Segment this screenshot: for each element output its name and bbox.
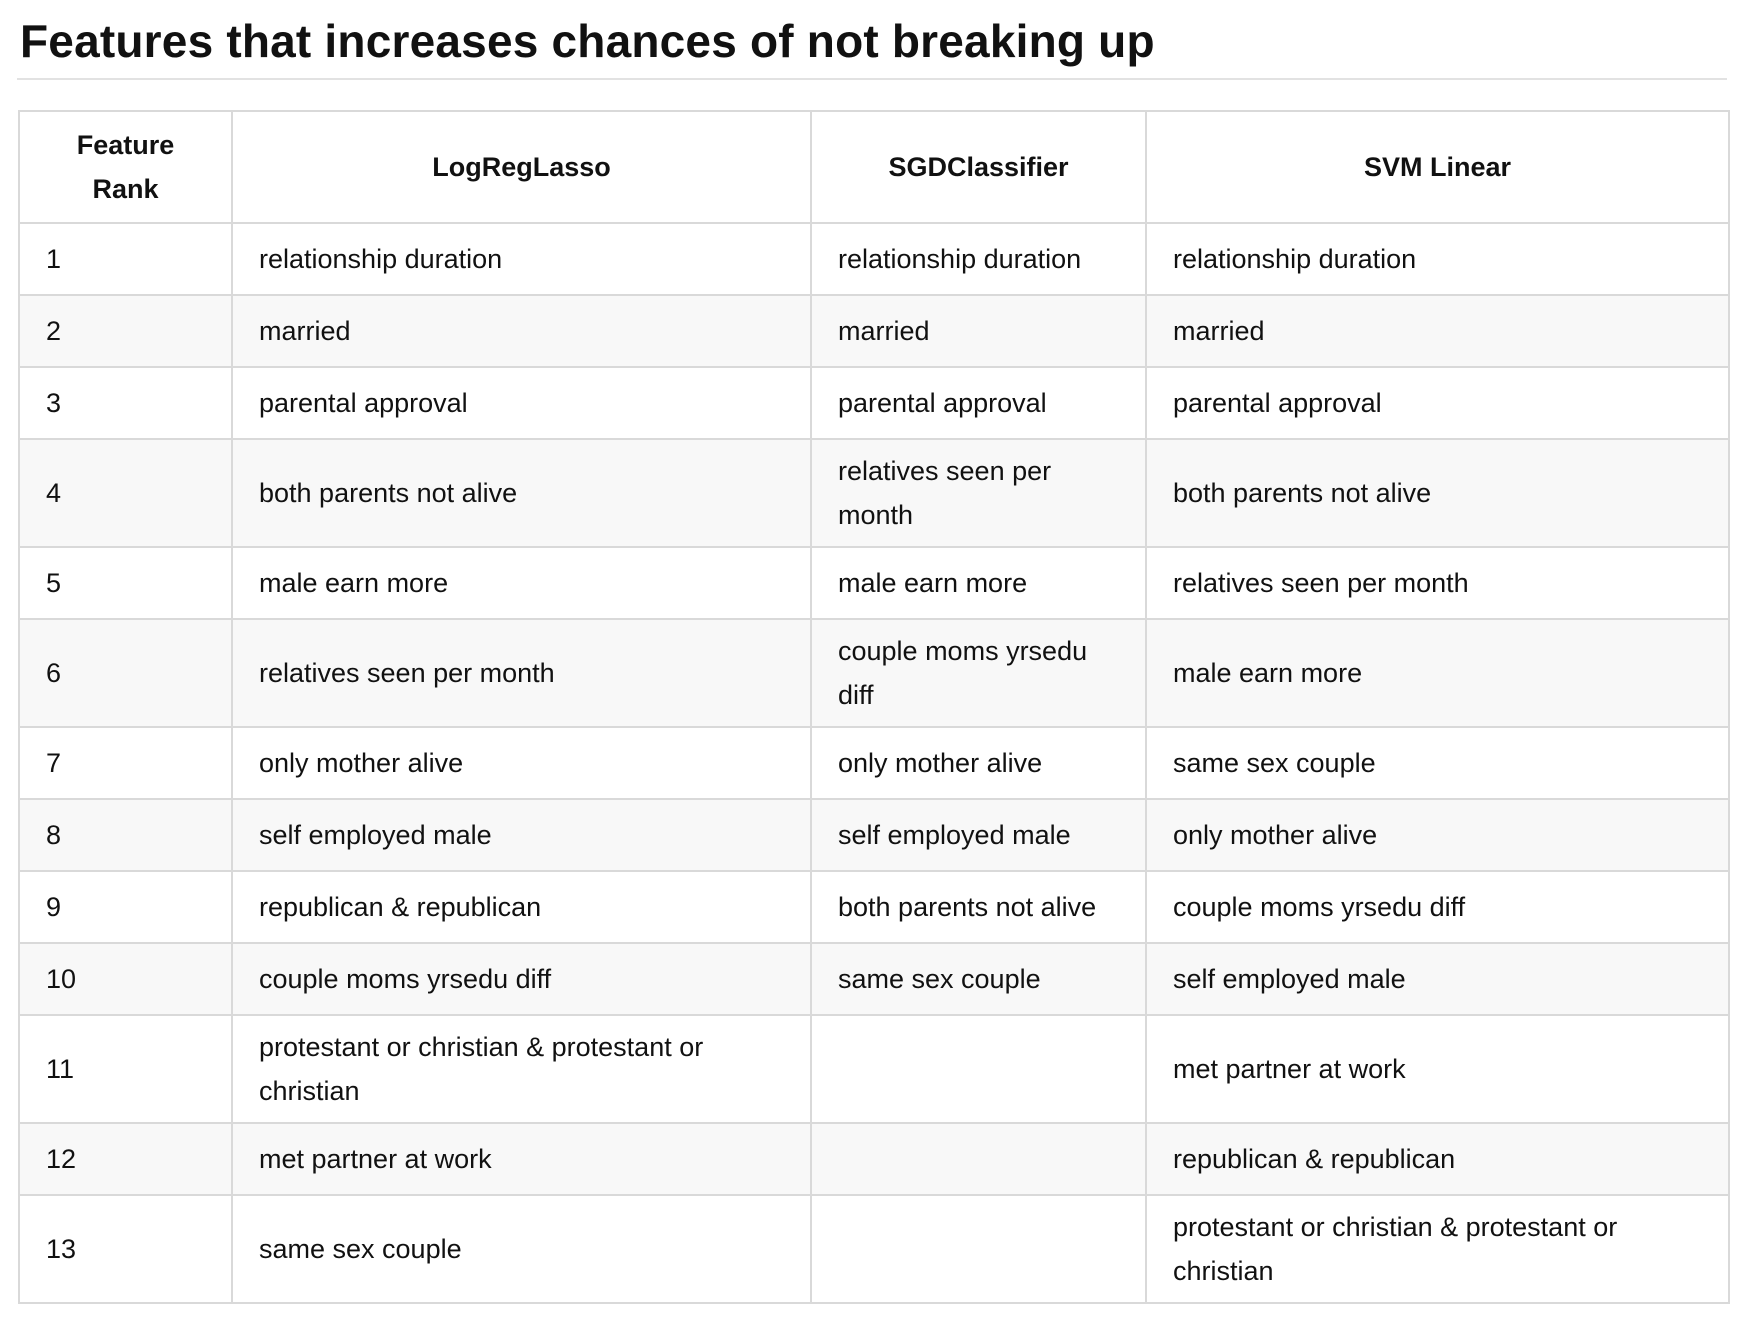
sgdclassifier-cell bbox=[810, 1014, 1147, 1124]
svm-linear-cell: relationship duration bbox=[1145, 222, 1730, 296]
header-feature-rank: Feature Rank bbox=[18, 110, 233, 224]
rank-cell: 4 bbox=[18, 438, 233, 548]
rank-cell: 12 bbox=[18, 1122, 233, 1196]
logreglasso-cell: couple moms yrsedu diff bbox=[231, 942, 812, 1016]
sgdclassifier-cell bbox=[810, 1194, 1147, 1304]
logreglasso-cell: republican & republican bbox=[231, 870, 812, 944]
logreglasso-cell: only mother alive bbox=[231, 726, 812, 800]
rank-cell: 3 bbox=[18, 366, 233, 440]
header-logreglasso: LogRegLasso bbox=[231, 110, 812, 224]
table-row: 8 self employed male self employed male … bbox=[18, 798, 1730, 872]
table-row: 1 relationship duration relationship dur… bbox=[18, 222, 1730, 296]
header-svm-linear: SVM Linear bbox=[1145, 110, 1730, 224]
table-row: 12 met partner at work republican & repu… bbox=[18, 1122, 1730, 1196]
header-feature-rank-line2: Rank bbox=[92, 174, 159, 204]
header-row: Feature Rank LogRegLasso SGDClassifier S… bbox=[18, 110, 1730, 224]
table-row: 6 relatives seen per month couple moms y… bbox=[18, 618, 1730, 728]
table-body: 1 relationship duration relationship dur… bbox=[18, 222, 1730, 1304]
sgdclassifier-cell: same sex couple bbox=[810, 942, 1147, 1016]
rank-cell: 8 bbox=[18, 798, 233, 872]
page-title: Features that increases chances of not b… bbox=[20, 15, 1155, 67]
logreglasso-cell: relationship duration bbox=[231, 222, 812, 296]
sgdclassifier-cell: self employed male bbox=[810, 798, 1147, 872]
rank-cell: 13 bbox=[18, 1194, 233, 1304]
svm-linear-cell: met partner at work bbox=[1145, 1014, 1730, 1124]
sgdclassifier-cell: couple moms yrsedu diff bbox=[810, 618, 1147, 728]
header-sgdclassifier: SGDClassifier bbox=[810, 110, 1147, 224]
sgdclassifier-cell: male earn more bbox=[810, 546, 1147, 620]
svm-linear-cell: protestant or christian & protestant or … bbox=[1145, 1194, 1730, 1304]
logreglasso-cell: self employed male bbox=[231, 798, 812, 872]
table-row: 13 same sex couple protestant or christi… bbox=[18, 1194, 1730, 1304]
logreglasso-cell: protestant or christian & protestant or … bbox=[231, 1014, 812, 1124]
sgdclassifier-cell: both parents not alive bbox=[810, 870, 1147, 944]
svm-linear-cell: republican & republican bbox=[1145, 1122, 1730, 1196]
rank-cell: 2 bbox=[18, 294, 233, 368]
svm-linear-cell: male earn more bbox=[1145, 618, 1730, 728]
logreglasso-cell: relatives seen per month bbox=[231, 618, 812, 728]
svm-linear-cell: relatives seen per month bbox=[1145, 546, 1730, 620]
logreglasso-cell: male earn more bbox=[231, 546, 812, 620]
table-row: 2 married married married bbox=[18, 294, 1730, 368]
logreglasso-cell: same sex couple bbox=[231, 1194, 812, 1304]
logreglasso-cell: met partner at work bbox=[231, 1122, 812, 1196]
svm-linear-cell: couple moms yrsedu diff bbox=[1145, 870, 1730, 944]
svm-linear-cell: parental approval bbox=[1145, 366, 1730, 440]
svm-linear-cell: same sex couple bbox=[1145, 726, 1730, 800]
logreglasso-cell: married bbox=[231, 294, 812, 368]
sgdclassifier-cell: relatives seen per month bbox=[810, 438, 1147, 548]
rank-cell: 5 bbox=[18, 546, 233, 620]
sgdclassifier-cell: only mother alive bbox=[810, 726, 1147, 800]
svm-linear-cell: self employed male bbox=[1145, 942, 1730, 1016]
logreglasso-cell: parental approval bbox=[231, 366, 812, 440]
rank-cell: 11 bbox=[18, 1014, 233, 1124]
table-row: 11 protestant or christian & protestant … bbox=[18, 1014, 1730, 1124]
svm-linear-cell: both parents not alive bbox=[1145, 438, 1730, 548]
sgdclassifier-cell bbox=[810, 1122, 1147, 1196]
sgdclassifier-cell: married bbox=[810, 294, 1147, 368]
svm-linear-cell: married bbox=[1145, 294, 1730, 368]
table-header: Feature Rank LogRegLasso SGDClassifier S… bbox=[18, 110, 1730, 224]
logreglasso-cell: both parents not alive bbox=[231, 438, 812, 548]
table-row: 9 republican & republican both parents n… bbox=[18, 870, 1730, 944]
title-divider bbox=[17, 78, 1727, 80]
table-row: 4 both parents not alive relatives seen … bbox=[18, 438, 1730, 548]
svm-linear-cell: only mother alive bbox=[1145, 798, 1730, 872]
sgdclassifier-cell: relationship duration bbox=[810, 222, 1147, 296]
header-feature-rank-line1: Feature bbox=[76, 130, 175, 160]
table-row: 3 parental approval parental approval pa… bbox=[18, 366, 1730, 440]
table-row: 7 only mother alive only mother alive sa… bbox=[18, 726, 1730, 800]
features-table: Feature Rank LogRegLasso SGDClassifier S… bbox=[18, 110, 1730, 1304]
table-row: 10 couple moms yrsedu diff same sex coup… bbox=[18, 942, 1730, 1016]
rank-cell: 1 bbox=[18, 222, 233, 296]
sgdclassifier-cell: parental approval bbox=[810, 366, 1147, 440]
rank-cell: 10 bbox=[18, 942, 233, 1016]
table-row: 5 male earn more male earn more relative… bbox=[18, 546, 1730, 620]
rank-cell: 7 bbox=[18, 726, 233, 800]
rank-cell: 9 bbox=[18, 870, 233, 944]
rank-cell: 6 bbox=[18, 618, 233, 728]
